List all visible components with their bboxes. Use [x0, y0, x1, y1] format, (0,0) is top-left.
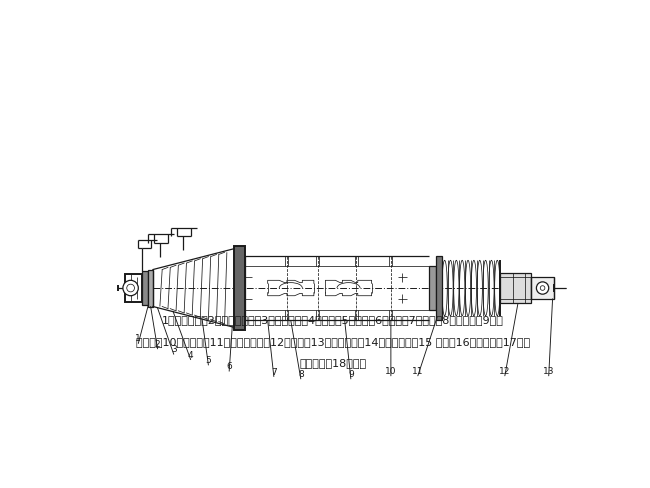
Text: 9: 9	[348, 370, 354, 379]
Circle shape	[127, 284, 135, 292]
Circle shape	[536, 282, 549, 294]
Text: 8: 8	[298, 370, 304, 379]
Text: 11: 11	[412, 367, 424, 376]
Bar	[125, 274, 142, 302]
Bar	[148, 269, 153, 306]
Bar	[531, 277, 554, 299]
Text: 5: 5	[205, 356, 211, 365]
Bar	[500, 273, 531, 304]
Bar	[436, 256, 442, 320]
Text: 带杆托盘；18一扁头: 带杆托盘；18一扁头	[300, 359, 367, 368]
Text: 1一限位装置；2一防带杆装置；3一上端法兰；4一挡环；5一转环；6一芯杆；7一键条；8一加压台；9一导: 1一限位装置；2一防带杆装置；3一上端法兰；4一挡环；5一转环；6一芯杆；7一键…	[162, 315, 504, 325]
Bar	[234, 245, 244, 330]
Text: 12: 12	[499, 367, 510, 376]
Text: 6: 6	[226, 362, 232, 371]
Text: 4: 4	[188, 351, 194, 360]
Text: 3: 3	[171, 345, 177, 354]
Text: 10: 10	[385, 367, 396, 376]
Text: 2: 2	[155, 340, 161, 349]
Circle shape	[123, 280, 138, 296]
Bar	[430, 266, 436, 309]
Text: 13: 13	[543, 367, 554, 376]
Text: 向斜块；10一分水盘；11一下减震装置；12一方头；13一钒杆销轴；14一减震总成；15 一杆；16一中间杆；17一防: 向斜块；10一分水盘；11一下减震装置；12一方头；13一钒杆销轴；14一减震总…	[136, 337, 530, 347]
Text: 7: 7	[271, 367, 277, 377]
Bar	[142, 271, 148, 305]
Circle shape	[540, 285, 545, 290]
Text: 1: 1	[135, 334, 141, 344]
